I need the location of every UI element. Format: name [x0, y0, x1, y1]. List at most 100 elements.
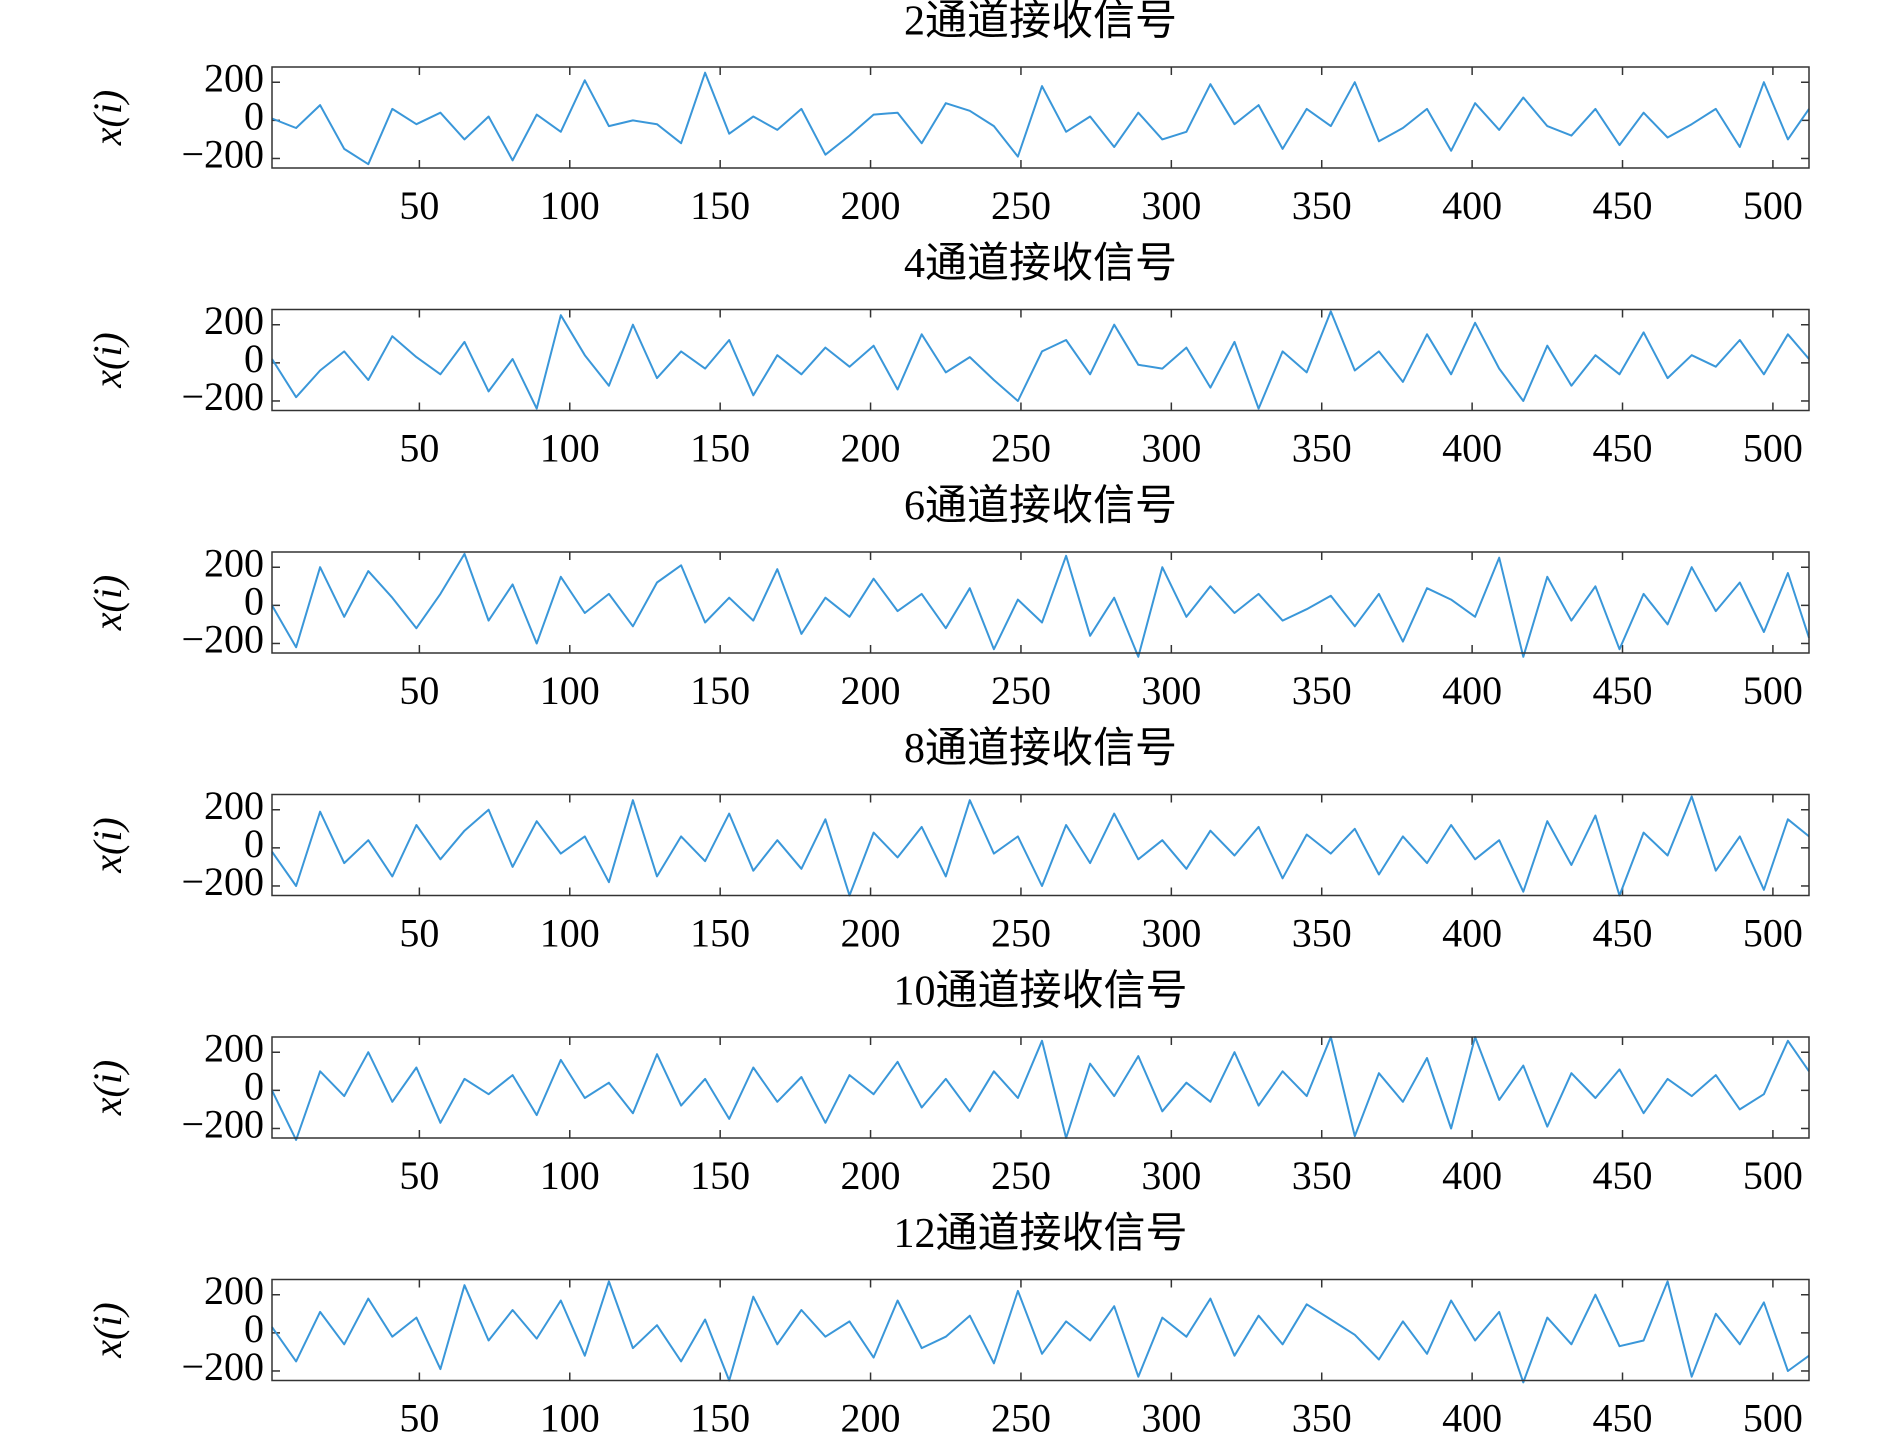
- signal-line: [271, 310, 1810, 410]
- x-tick-label: 200: [841, 1153, 901, 1198]
- subplot-title: 2通道接收信号: [904, 0, 1177, 45]
- subplot-title: 12通道接收信号: [893, 1211, 1187, 1257]
- x-tick-label: 250: [991, 183, 1051, 228]
- x-tick-label: 250: [991, 1153, 1051, 1198]
- axes-box: [271, 1036, 1810, 1139]
- x-tick-label: 100: [540, 183, 600, 228]
- x-tick-label: 400: [1442, 1153, 1502, 1198]
- x-tick-label: 150: [690, 183, 750, 228]
- signal-line: [271, 71, 1810, 166]
- x-tick-label: 500: [1743, 183, 1803, 228]
- x-tick-label: 400: [1442, 911, 1502, 956]
- x-tick-label: 300: [1141, 1153, 1201, 1198]
- y-axis-label: x(i): [85, 575, 130, 632]
- x-tick-label: 150: [690, 1396, 750, 1441]
- x-tick-label: 200: [841, 183, 901, 228]
- x-tick-label: 200: [841, 911, 901, 956]
- x-tick-label: 450: [1593, 1396, 1653, 1441]
- x-tick-label: 450: [1593, 668, 1653, 713]
- x-tick-label: 250: [991, 911, 1051, 956]
- x-tick-label: 400: [1442, 426, 1502, 471]
- x-tick-label: 350: [1292, 1396, 1352, 1441]
- x-tick-label: 150: [690, 426, 750, 471]
- y-axis-label: x(i): [85, 1060, 130, 1117]
- signal-line: [271, 552, 1810, 658]
- y-tick-label: 0: [244, 94, 264, 139]
- x-tick-label: 450: [1593, 426, 1653, 471]
- x-tick-label: 300: [1141, 668, 1201, 713]
- subplot-title: 10通道接收信号: [893, 969, 1187, 1015]
- x-tick-label: 200: [841, 1396, 901, 1441]
- axes-box: [271, 551, 1810, 654]
- x-tick-label: 300: [1141, 1396, 1201, 1441]
- subplot-title: 4通道接收信号: [904, 241, 1177, 287]
- y-tick-label: 0: [244, 579, 264, 624]
- x-tick-label: 200: [841, 668, 901, 713]
- x-tick-label: 250: [991, 668, 1051, 713]
- x-tick-label: 300: [1141, 911, 1201, 956]
- y-tick-label: −200: [181, 1102, 264, 1147]
- x-tick-label: 250: [991, 426, 1051, 471]
- y-tick-label: 200: [204, 1025, 264, 1070]
- y-axis-label: x(i): [85, 1302, 130, 1359]
- subplot-title: 8通道接收信号: [904, 726, 1177, 772]
- y-tick-label: 0: [244, 336, 264, 381]
- x-tick-label: 50: [399, 183, 439, 228]
- x-tick-label: 50: [399, 911, 439, 956]
- x-tick-label: 100: [540, 1396, 600, 1441]
- x-tick-label: 50: [399, 426, 439, 471]
- signal-line: [271, 795, 1810, 897]
- y-tick-label: 200: [204, 298, 264, 343]
- x-tick-label: 200: [841, 426, 901, 471]
- x-tick-label: 350: [1292, 426, 1352, 471]
- y-tick-label: 200: [204, 540, 264, 585]
- x-tick-label: 500: [1743, 426, 1803, 471]
- y-tick-label: 0: [244, 1306, 264, 1351]
- x-tick-label: 150: [690, 668, 750, 713]
- y-tick-label: 200: [204, 1268, 264, 1313]
- x-tick-label: 400: [1442, 1396, 1502, 1441]
- x-tick-label: 350: [1292, 183, 1352, 228]
- x-tick-label: 300: [1141, 183, 1201, 228]
- x-tick-label: 350: [1292, 1153, 1352, 1198]
- x-tick-label: 100: [540, 668, 600, 713]
- x-tick-label: 100: [540, 1153, 600, 1198]
- x-tick-label: 50: [399, 1153, 439, 1198]
- axes-box: [271, 1278, 1810, 1382]
- x-tick-label: 500: [1743, 911, 1803, 956]
- axes-box: [271, 66, 1810, 169]
- x-tick-label: 250: [991, 1396, 1051, 1441]
- y-tick-label: −200: [181, 859, 264, 904]
- y-tick-label: 0: [244, 821, 264, 866]
- y-tick-label: 200: [204, 783, 264, 828]
- x-tick-label: 150: [690, 911, 750, 956]
- signal-line: [271, 1036, 1810, 1141]
- x-tick-label: 300: [1141, 426, 1201, 471]
- axes-box: [271, 793, 1810, 897]
- y-tick-label: −200: [181, 374, 264, 419]
- subplot-title: 6通道接收信号: [904, 484, 1177, 530]
- x-tick-label: 100: [540, 911, 600, 956]
- x-tick-label: 500: [1743, 1396, 1803, 1441]
- y-tick-label: 0: [244, 1064, 264, 1109]
- x-tick-label: 350: [1292, 668, 1352, 713]
- x-tick-label: 500: [1743, 1153, 1803, 1198]
- x-tick-label: 450: [1593, 1153, 1653, 1198]
- x-tick-label: 450: [1593, 911, 1653, 956]
- x-tick-label: 500: [1743, 668, 1803, 713]
- x-tick-label: 350: [1292, 911, 1352, 956]
- x-tick-label: 150: [690, 1153, 750, 1198]
- y-tick-label: −200: [181, 132, 264, 177]
- y-tick-label: 200: [204, 55, 264, 100]
- signal-line: [271, 1280, 1810, 1384]
- x-tick-label: 450: [1593, 183, 1653, 228]
- x-tick-label: 50: [399, 668, 439, 713]
- x-tick-label: 400: [1442, 668, 1502, 713]
- axes-box: [271, 308, 1810, 412]
- y-axis-label: x(i): [85, 817, 130, 874]
- x-tick-label: 400: [1442, 183, 1502, 228]
- x-tick-label: 50: [399, 1396, 439, 1441]
- y-axis-label: x(i): [85, 90, 130, 147]
- x-tick-label: 100: [540, 426, 600, 471]
